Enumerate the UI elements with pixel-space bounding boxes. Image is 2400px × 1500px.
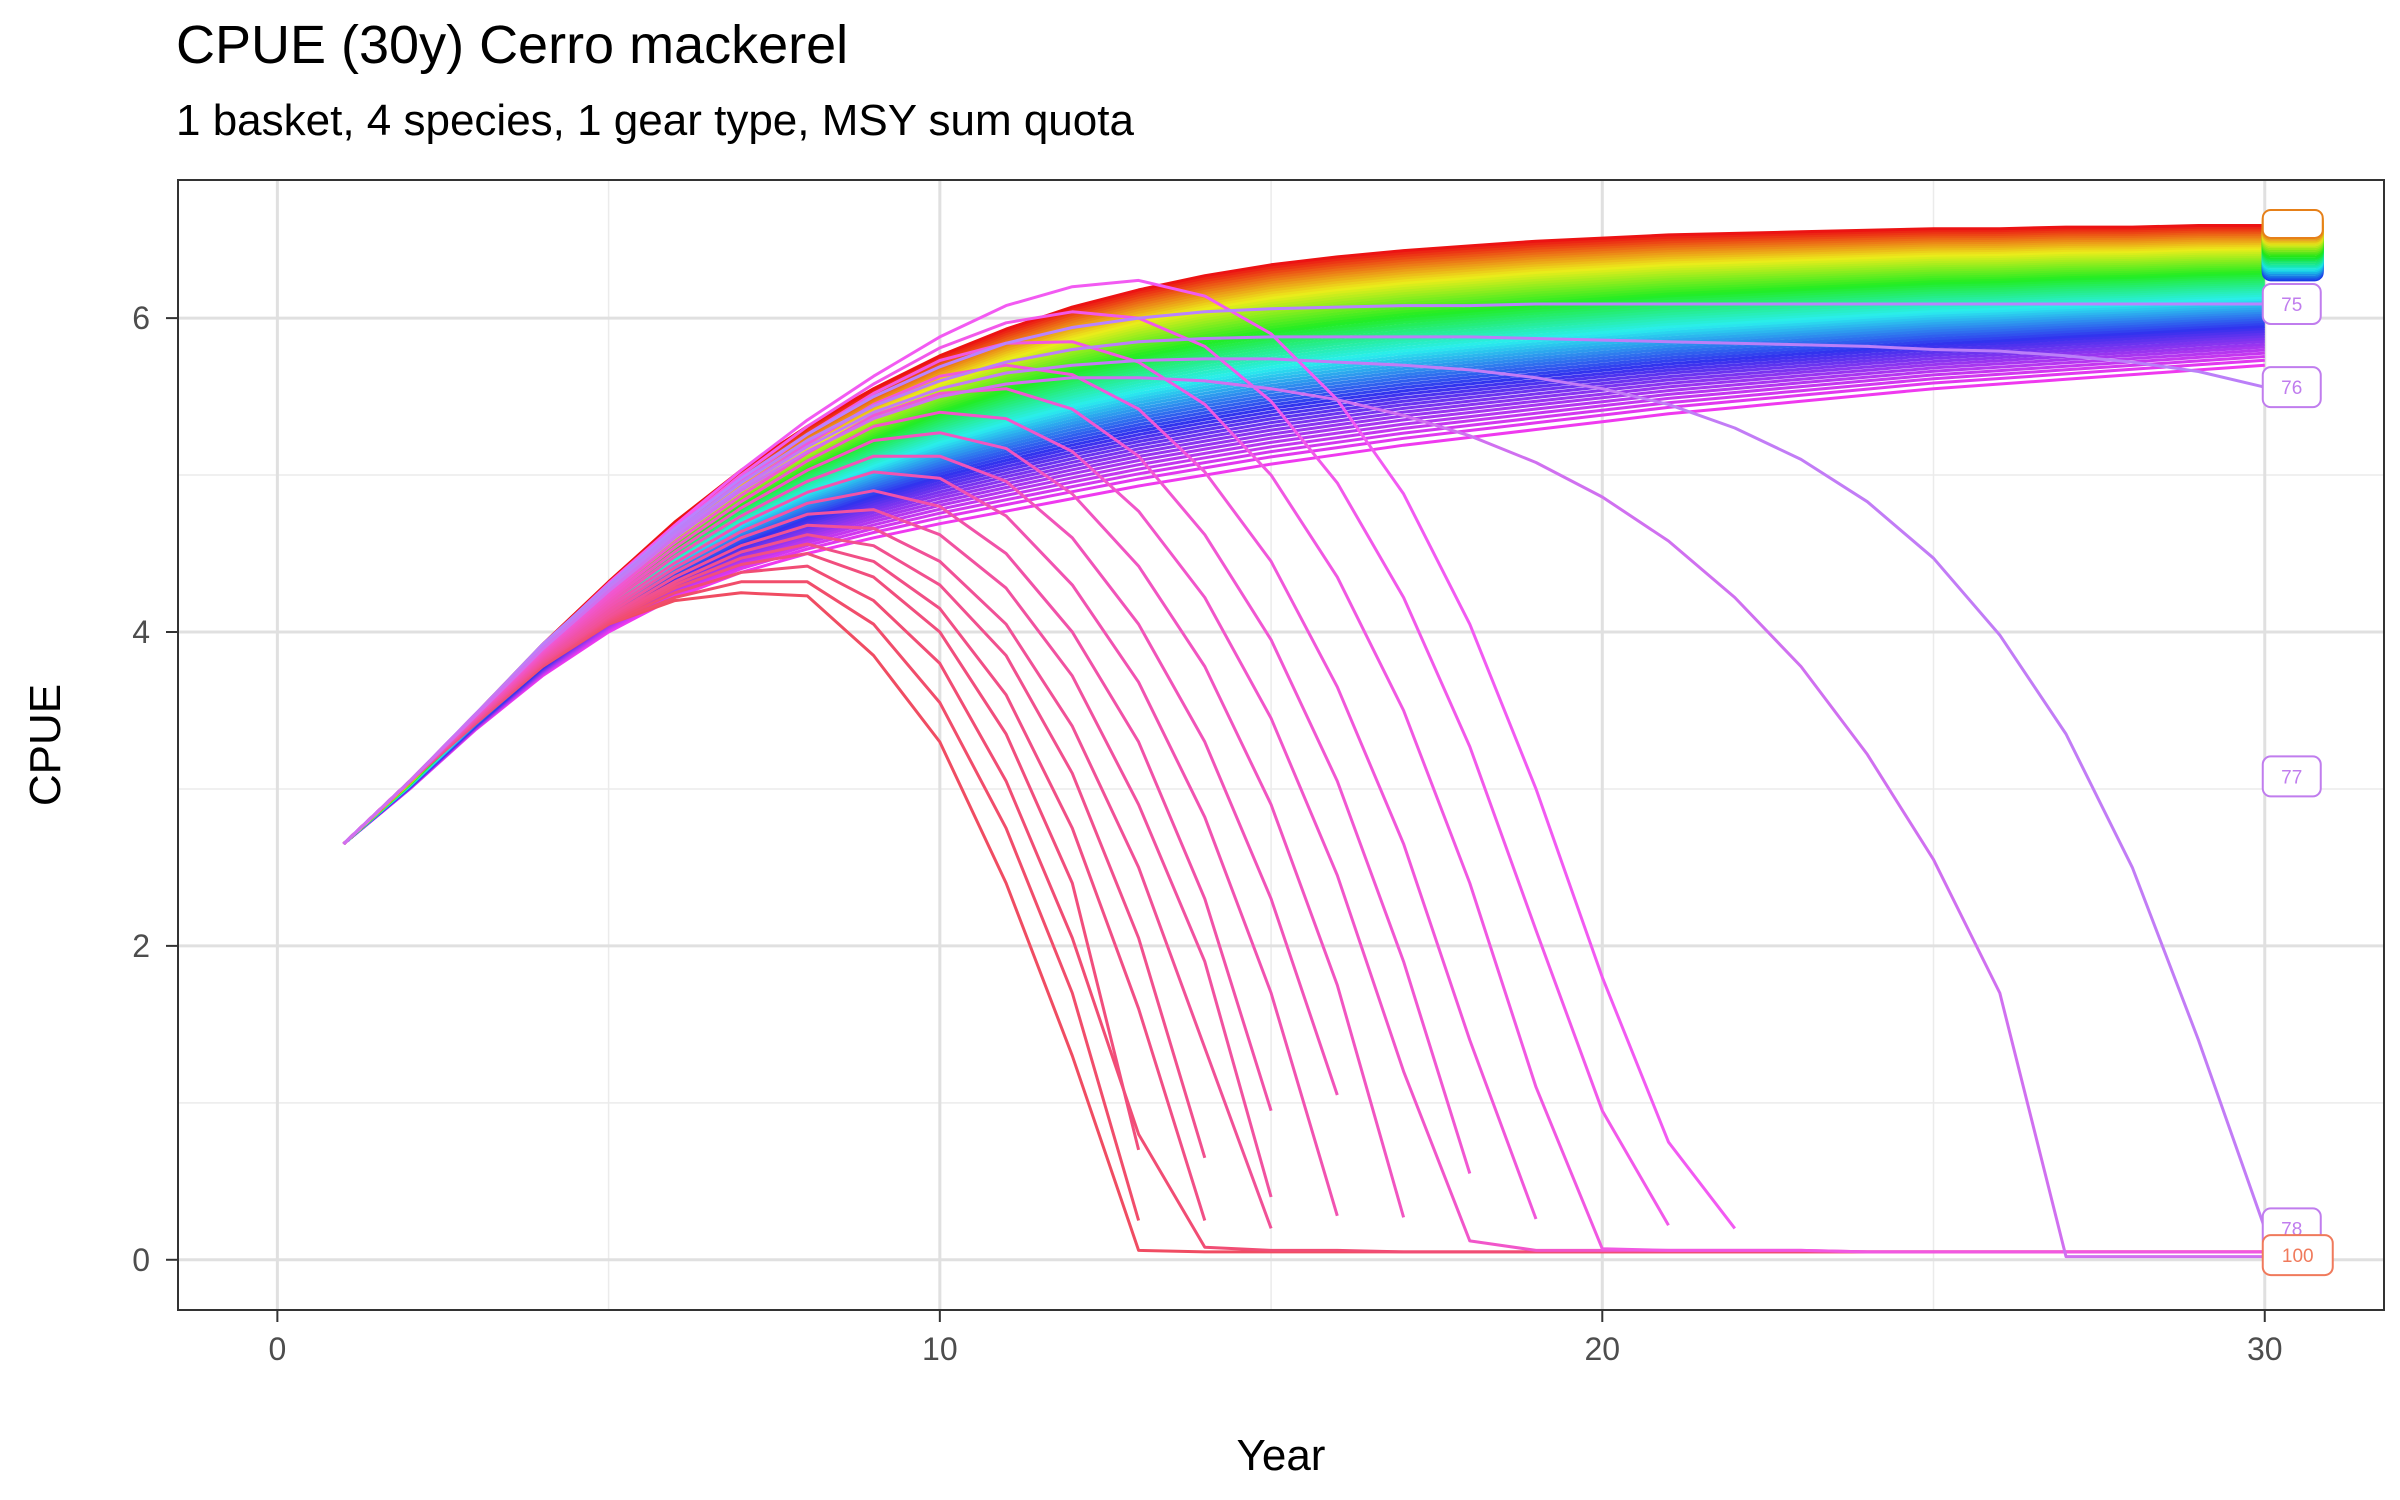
- series-line-75: [342, 302, 2265, 845]
- series-line: [342, 542, 1207, 1221]
- series-line-76: [342, 335, 2266, 845]
- series-line: [342, 489, 1273, 1112]
- series-line: [342, 410, 2265, 1254]
- end-label-text: 75: [2281, 295, 2302, 316]
- y-tick-label: 6: [132, 300, 150, 336]
- end-label-box: [2261, 282, 2322, 325]
- end-label: 75: [2261, 282, 2322, 325]
- axes: 0 10 20 30 0 2 4 6: [132, 300, 2282, 1367]
- plot-panel-border: [177, 179, 2385, 1311]
- end-label: 100: [2261, 1234, 2334, 1277]
- end-label-text: 100: [2282, 1246, 2314, 1267]
- end-label: 77: [2261, 755, 2322, 798]
- end-label-box: [2261, 755, 2322, 798]
- end-label: 76: [2261, 366, 2322, 409]
- x-tick-label: 0: [268, 1331, 286, 1367]
- end-label-box: [2261, 1234, 2334, 1277]
- y-axis-title: CPUE: [21, 684, 70, 806]
- x-tick-label: 30: [2247, 1331, 2283, 1367]
- end-label-text: 76: [2281, 378, 2302, 399]
- y-tick-label: 0: [132, 1242, 150, 1278]
- series-line: [342, 564, 2265, 1254]
- end-label-box: [2261, 366, 2322, 409]
- x-tick-label: 20: [1584, 1331, 1620, 1367]
- series-lines: [342, 278, 2267, 1259]
- y-tick-label: 4: [132, 614, 150, 650]
- series-line: [342, 591, 2265, 1254]
- y-tick-label: 2: [132, 928, 150, 964]
- chart-subtitle: 1 basket, 4 species, 1 gear type, MSY su…: [176, 96, 1134, 145]
- series-line-100: [342, 376, 2265, 1259]
- series-line-77: [342, 357, 2267, 1229]
- series-line: [342, 224, 2265, 845]
- x-tick-label: 10: [922, 1331, 958, 1367]
- end-label-box: [2261, 208, 2324, 239]
- x-axis-title: Year: [1237, 1431, 1326, 1480]
- end-label-text: 77: [2281, 767, 2302, 788]
- chart-title: CPUE (30y) Cerro mackerel: [176, 15, 849, 75]
